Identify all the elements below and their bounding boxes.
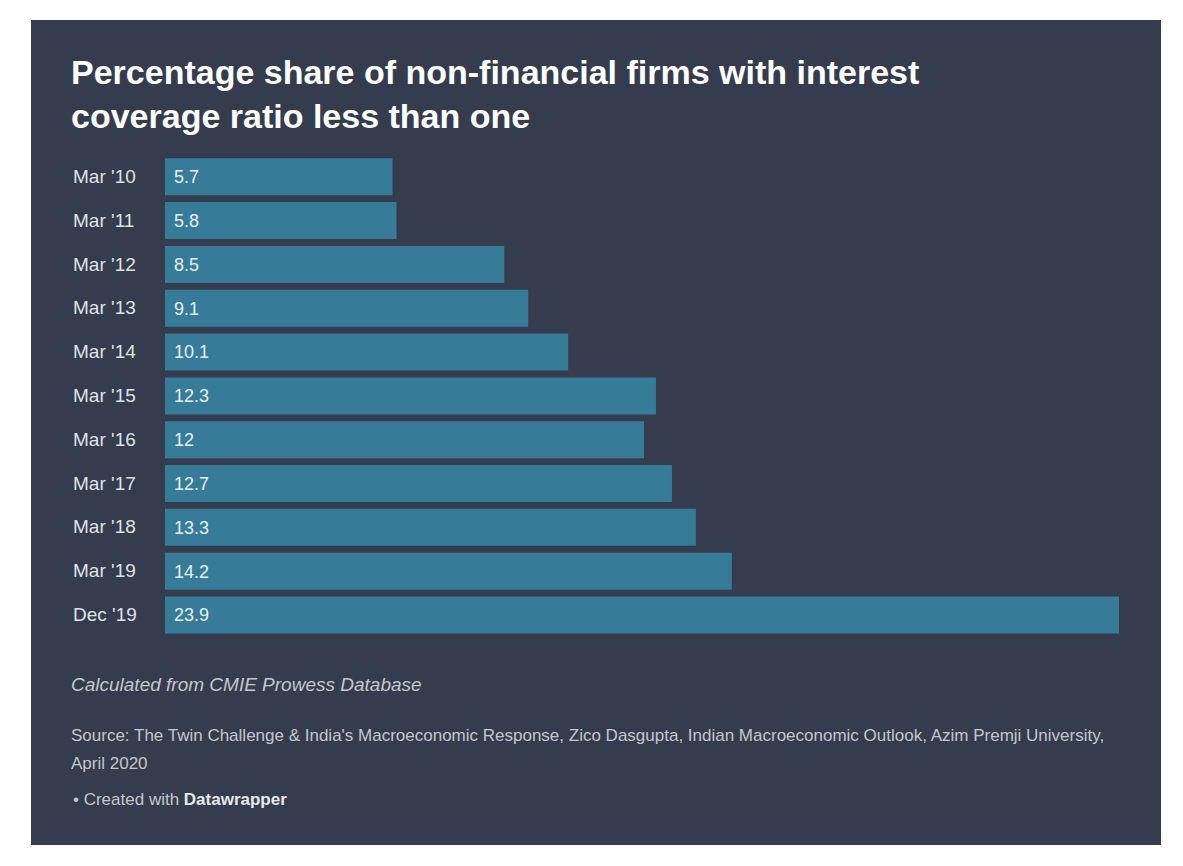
html-text:Percentage share of non-financ: Percentage share of non-financial firms … — [71, 53, 920, 135]
svg-text:9.1: 9.1 — [174, 299, 199, 319]
svg-text:5.8: 5.8 — [174, 211, 199, 231]
svg-text:Mar '15: Mar '15 — [73, 385, 136, 406]
svg-text:5.7: 5.7 — [174, 167, 199, 187]
svg-text:12.7: 12.7 — [174, 474, 209, 494]
html-text:Source: The Twin Challenge & I: Source: The Twin Challenge & India's Mac… — [71, 726, 1105, 773]
svg-text:Mar '17: Mar '17 — [73, 473, 136, 494]
svg-text:Mar '12: Mar '12 — [73, 254, 136, 275]
html-text:Calculated from CMIE Prowess D: Calculated from CMIE Prowess Database — [71, 674, 422, 695]
svg-text:Mar '13: Mar '13 — [73, 297, 136, 318]
html-text:• Created with Datawrapper: • Created with Datawrapper — [73, 790, 287, 809]
svg-text:13.3: 13.3 — [174, 518, 209, 538]
svg-text:Mar '11: Mar '11 — [73, 210, 134, 231]
svg-text:23.9: 23.9 — [174, 605, 209, 625]
svg-text:Mar '18: Mar '18 — [73, 516, 136, 537]
svg-text:Mar '19: Mar '19 — [73, 560, 136, 581]
svg-text:Dec '19: Dec '19 — [73, 604, 137, 625]
svg-text:12: 12 — [174, 430, 194, 450]
svg-text:14.2: 14.2 — [174, 562, 209, 582]
svg-text:8.5: 8.5 — [174, 255, 199, 275]
svg-text:Mar '10: Mar '10 — [73, 166, 136, 187]
svg-text:Mar '16: Mar '16 — [73, 429, 136, 450]
svg-text:12.3: 12.3 — [174, 386, 209, 406]
svg-text:10.1: 10.1 — [174, 342, 209, 362]
svg-text:Mar '14: Mar '14 — [73, 341, 136, 362]
